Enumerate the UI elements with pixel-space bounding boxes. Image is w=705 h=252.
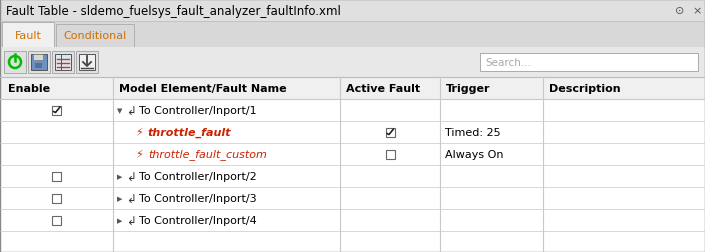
Text: To Controller/Inport/1: To Controller/Inport/1 [139, 106, 257, 115]
Text: throttle_fault_custom: throttle_fault_custom [148, 149, 267, 160]
Text: ↲: ↲ [126, 170, 136, 183]
Text: throttle_fault: throttle_fault [148, 127, 232, 138]
Bar [55, 55, 71, 71]
Bar [79, 55, 95, 71]
Text: ▶: ▶ [117, 217, 123, 223]
Text: Timed: 25: Timed: 25 [445, 128, 501, 137]
Bar [52, 194, 61, 203]
Bar [0, 78, 705, 252]
Bar [2, 23, 54, 48]
Text: ×: × [692, 6, 701, 16]
Text: ↲: ↲ [126, 104, 136, 117]
Text: ⊙: ⊙ [675, 6, 685, 16]
Bar [76, 52, 98, 74]
Text: Trigger: Trigger [446, 84, 491, 94]
Text: To Controller/Inport/2: To Controller/Inport/2 [139, 171, 257, 181]
Text: Always On: Always On [445, 149, 503, 159]
Text: Enable: Enable [8, 84, 50, 94]
Text: ↲: ↲ [126, 192, 136, 205]
Text: ▼: ▼ [117, 108, 123, 114]
Text: ↲: ↲ [126, 214, 136, 227]
Bar [35, 64, 42, 69]
Text: Description: Description [549, 84, 620, 94]
Bar [56, 25, 134, 48]
Bar [0, 78, 705, 100]
Bar [386, 150, 395, 159]
Bar [480, 54, 698, 72]
Text: Search...: Search... [485, 58, 531, 68]
Bar [52, 216, 61, 225]
Text: ⚡: ⚡ [135, 128, 142, 137]
Text: ⚡: ⚡ [135, 149, 142, 159]
Bar [52, 106, 61, 115]
Bar [4, 52, 26, 74]
Bar [0, 48, 705, 78]
Text: Conditional: Conditional [63, 30, 127, 40]
Bar [52, 52, 74, 74]
Bar [0, 0, 705, 22]
Bar [28, 52, 50, 74]
Bar [52, 172, 61, 181]
Text: ▶: ▶ [117, 173, 123, 179]
Text: Fault Table - sldemo_fuelsys_fault_analyzer_faultInfo.xml: Fault Table - sldemo_fuelsys_fault_analy… [6, 5, 341, 17]
Text: To Controller/Inport/4: To Controller/Inport/4 [139, 215, 257, 225]
Text: Active Fault: Active Fault [346, 84, 420, 94]
Text: To Controller/Inport/3: To Controller/Inport/3 [139, 193, 257, 203]
Text: ▶: ▶ [117, 195, 123, 201]
Bar [386, 128, 395, 137]
Bar [33, 55, 43, 61]
Text: Model Element/Fault Name: Model Element/Fault Name [119, 84, 287, 94]
Bar [0, 22, 705, 48]
Text: Fault: Fault [15, 30, 42, 40]
Bar [31, 55, 47, 71]
